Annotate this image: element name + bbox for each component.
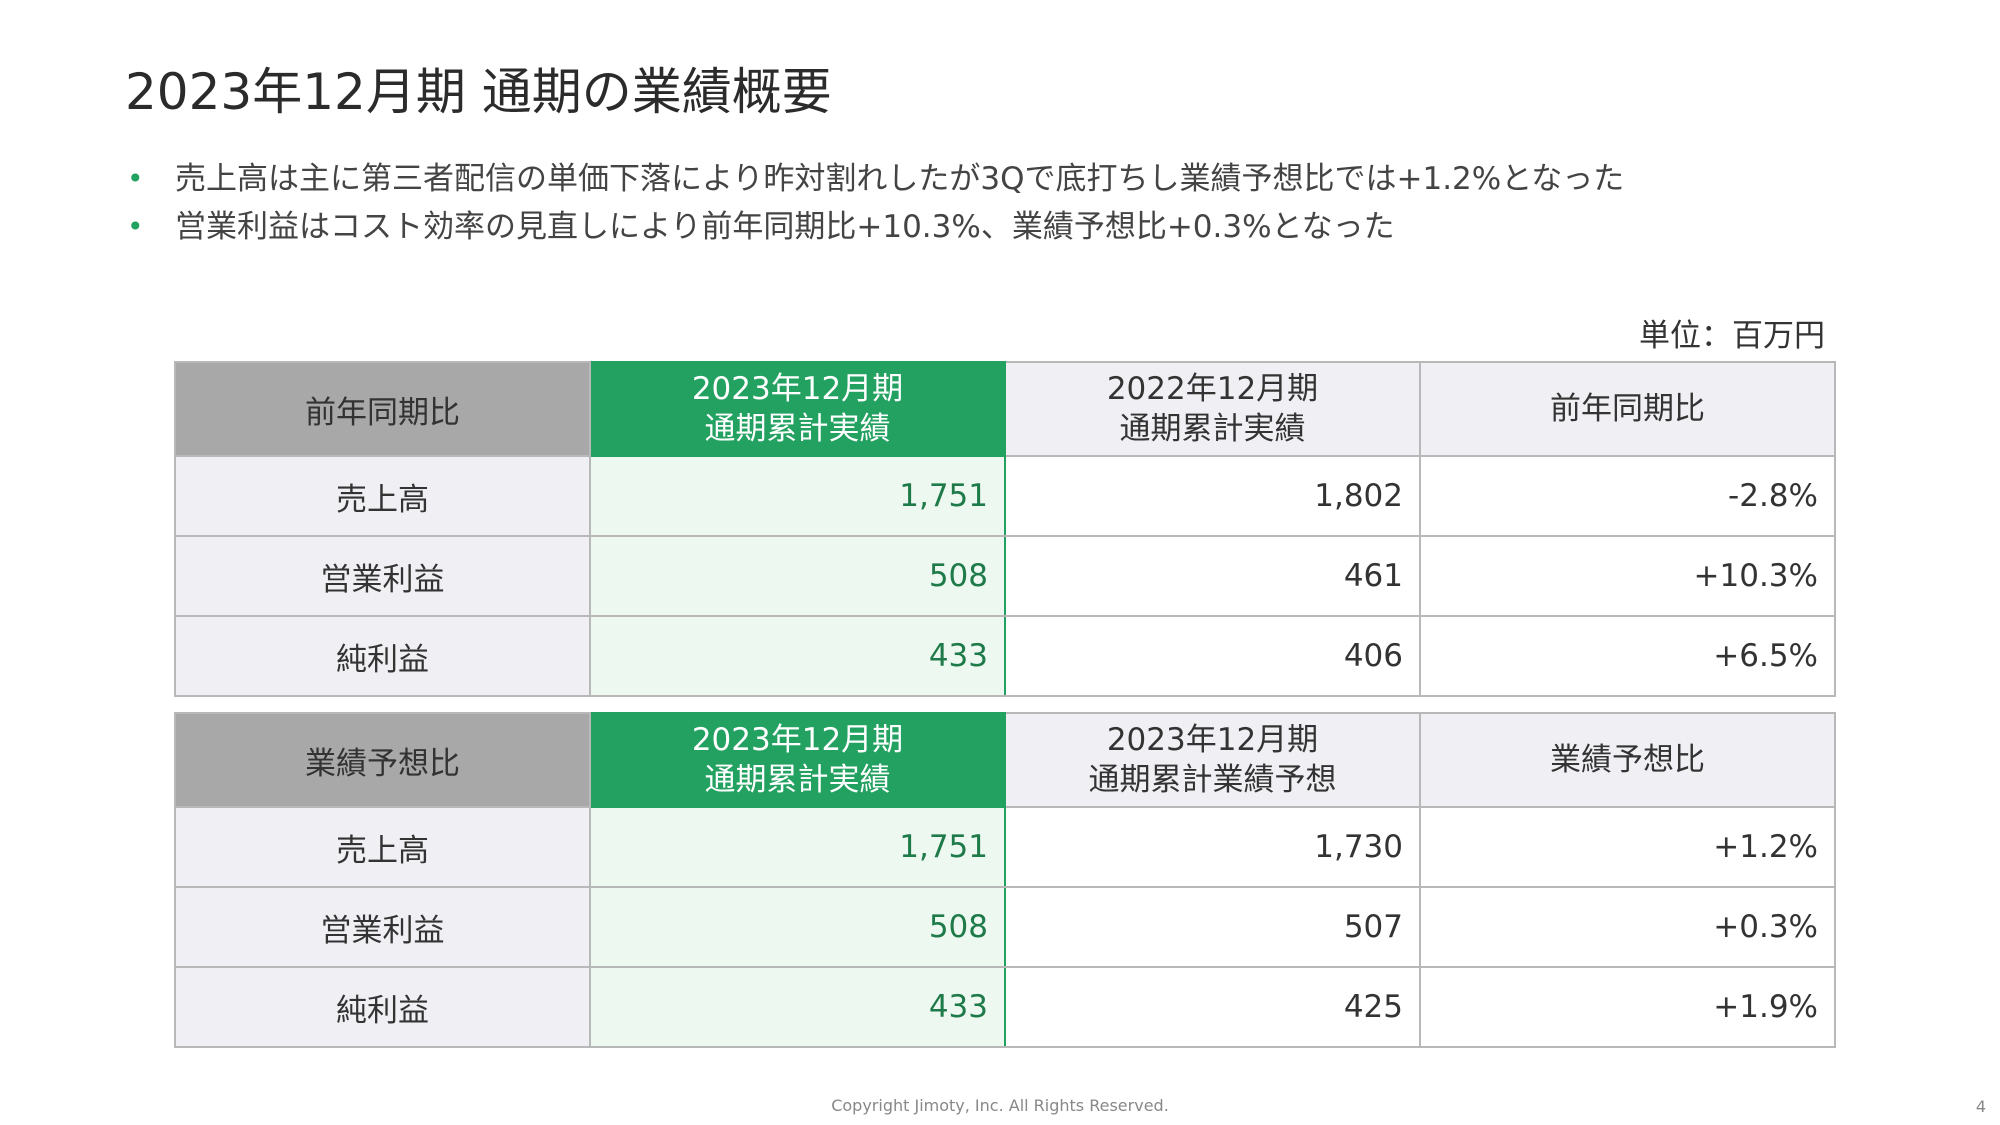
prior-period-header: 2022年12月期 通期累計実績 [1004,361,1421,457]
current-value-cell: 433 [589,615,1006,697]
current-value-cell: 1,751 [589,455,1006,537]
table-row: 売上高 1,751 1,730 +1.2% [174,806,1836,888]
summary-bullet-text: 売上高は主に第三者配信の単価下落により昨対割れしたが3Qで底打ちし業績予想比では… [175,161,1625,197]
table-header-row: 業績予想比 2023年12月期 通期累計実績 2023年12月期 通期累計業績予… [174,712,1836,808]
ratio-header: 業績予想比 [1419,712,1836,808]
compare-value-cell: 507 [1004,886,1421,968]
header-line: 2023年12月期 [691,371,904,407]
table-row: 売上高 1,751 1,802 -2.8% [174,455,1836,537]
ratio-value-cell: +6.5% [1419,615,1836,697]
header-line: 2023年12月期 [691,722,904,758]
current-period-header: 2023年12月期 通期累計実績 [589,712,1006,808]
ratio-value-cell: +0.3% [1419,886,1836,968]
row-label-cell: 純利益 [174,966,591,1048]
header-line: 通期累計実績 [704,411,891,447]
row-label-cell: 営業利益 [174,535,591,617]
compare-value-cell: 461 [1004,535,1421,617]
row-label-cell: 営業利益 [174,886,591,968]
header-line: 通期累計業績予想 [1088,762,1337,798]
page-title: 2023年12月期 通期の業績概要 [125,63,832,121]
current-period-header: 2023年12月期 通期累計実績 [589,361,1006,457]
current-value-cell: 508 [589,886,1006,968]
forecast-comparison-table: 業績予想比 2023年12月期 通期累計実績 2023年12月期 通期累計業績予… [174,712,1836,1048]
yoy-comparison-table: 前年同期比 2023年12月期 通期累計実績 2022年12月期 通期累計実績 … [174,361,1836,697]
table-label-cell: 前年同期比 [174,361,591,457]
page-number: 4 [1975,1097,1986,1116]
current-value-cell: 508 [589,535,1006,617]
copyright-footer: Copyright Jimoty, Inc. All Rights Reserv… [831,1096,1169,1115]
forecast-header: 2023年12月期 通期累計業績予想 [1004,712,1421,808]
summary-bullet: • 営業利益はコスト効率の見直しにより前年同期比+10.3%、業績予想比+0.3… [125,203,1624,251]
table-label-cell: 業績予想比 [174,712,591,808]
summary-bullet-text: 営業利益はコスト効率の見直しにより前年同期比+10.3%、業績予想比+0.3%と… [175,209,1395,245]
ratio-value-cell: -2.8% [1419,455,1836,537]
ratio-value-cell: +1.2% [1419,806,1836,888]
table-row: 純利益 433 425 +1.9% [174,966,1836,1048]
compare-value-cell: 425 [1004,966,1421,1048]
compare-value-cell: 1,730 [1004,806,1421,888]
ratio-value-cell: +1.9% [1419,966,1836,1048]
header-line: 通期累計実績 [1119,411,1306,447]
table-row: 営業利益 508 461 +10.3% [174,535,1836,617]
row-label-cell: 純利益 [174,615,591,697]
current-value-cell: 1,751 [589,806,1006,888]
ratio-header: 前年同期比 [1419,361,1836,457]
row-label-cell: 売上高 [174,455,591,537]
header-line: 2022年12月期 [1106,371,1319,407]
ratio-value-cell: +10.3% [1419,535,1836,617]
compare-value-cell: 406 [1004,615,1421,697]
table-row: 営業利益 508 507 +0.3% [174,886,1836,968]
compare-value-cell: 1,802 [1004,455,1421,537]
summary-bullet: • 売上高は主に第三者配信の単価下落により昨対割れしたが3Qで底打ちし業績予想比… [125,155,1624,203]
bullet-dot-icon: • [127,210,144,243]
unit-label: 単位：百万円 [1639,318,1825,354]
header-line: 2023年12月期 [1106,722,1319,758]
table-row: 純利益 433 406 +6.5% [174,615,1836,697]
table-header-row: 前年同期比 2023年12月期 通期累計実績 2022年12月期 通期累計実績 … [174,361,1836,457]
current-value-cell: 433 [589,966,1006,1048]
bullet-dot-icon: • [127,162,144,195]
summary-bullet-list: • 売上高は主に第三者配信の単価下落により昨対割れしたが3Qで底打ちし業績予想比… [125,155,1624,251]
row-label-cell: 売上高 [174,806,591,888]
header-line: 通期累計実績 [704,762,891,798]
